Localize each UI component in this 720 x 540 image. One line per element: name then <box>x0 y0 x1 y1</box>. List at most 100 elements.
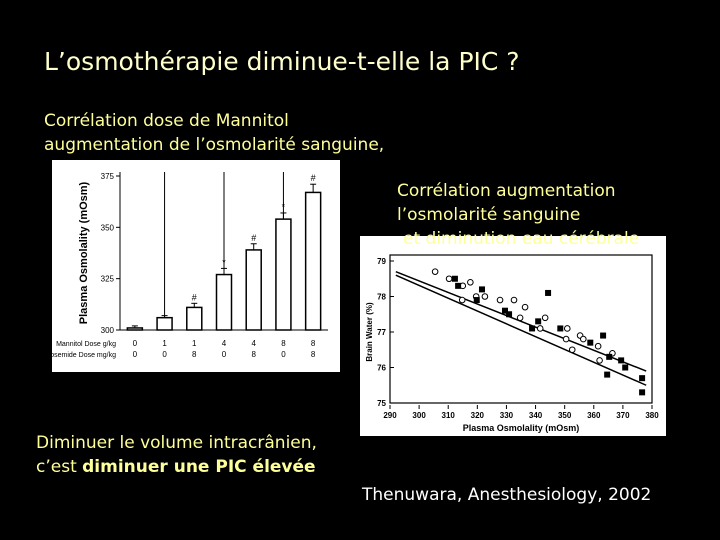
point <box>606 353 613 360</box>
category-row-label: Furosemide Dose mg/kg <box>40 352 116 359</box>
caption-line: Corrélation augmentation <box>397 181 616 201</box>
point <box>481 293 489 300</box>
point <box>622 364 629 371</box>
point <box>478 286 485 293</box>
bar <box>245 249 262 331</box>
point <box>451 275 458 282</box>
bar <box>304 191 322 331</box>
plot-frame <box>389 254 653 404</box>
bar-chart: 300 325 350 375 Plasma Osmolality (mOsm) 0 0 1 0… <box>40 172 328 359</box>
point <box>501 307 508 314</box>
bar <box>215 273 233 331</box>
y-tick-label: 375 <box>101 172 115 181</box>
point <box>568 346 576 354</box>
category-label: 0 <box>162 350 167 359</box>
point <box>594 342 602 350</box>
scatter-chart-panel <box>360 236 666 436</box>
category-label: 8 <box>281 339 286 348</box>
annotation: # <box>251 233 256 243</box>
point <box>455 282 462 289</box>
category-label: 8 <box>251 350 256 359</box>
caption-line: et diminution eau cérébrale <box>403 229 639 249</box>
category-label: 4 <box>251 339 256 348</box>
point <box>445 275 453 283</box>
category-label: 0 <box>133 350 138 359</box>
y-tick-label: 76 <box>377 364 386 373</box>
point <box>562 335 570 343</box>
point <box>600 332 607 339</box>
point <box>639 389 646 396</box>
point <box>563 325 571 332</box>
category-label: 0 <box>281 350 286 359</box>
category-row-label: Mannitol Dose g/kg <box>56 341 116 348</box>
category-label: 0 <box>222 350 227 359</box>
category-label: 0 <box>133 339 138 348</box>
x-tick-label: 360 <box>587 411 601 420</box>
point <box>431 268 439 275</box>
point <box>510 296 518 304</box>
x-tick-label: 340 <box>529 411 543 420</box>
bar <box>156 316 173 331</box>
point <box>557 325 564 332</box>
x-tick-label: 290 <box>383 411 397 420</box>
conclusion-line: Diminuer le volume intracrânien, <box>36 433 317 453</box>
point <box>618 357 625 364</box>
category-label: 8 <box>311 339 316 348</box>
y-tick-label: 79 <box>377 257 386 266</box>
bar <box>186 306 203 331</box>
bar <box>275 218 292 331</box>
point <box>458 296 466 304</box>
point <box>604 371 611 378</box>
annotation: # <box>311 173 316 183</box>
caption-line: l’osmolarité sanguine <box>397 205 580 225</box>
point <box>506 311 513 318</box>
point <box>467 279 474 286</box>
point <box>516 314 524 322</box>
bar-chart-panel <box>52 160 340 372</box>
scatter-chart: 290 300 310 320 330 340 350 360 370 380 75 76 77 78 79… <box>365 254 659 433</box>
point <box>579 335 587 343</box>
point <box>587 339 594 346</box>
point <box>496 296 504 304</box>
caption-line: Corrélation dose de Mannitol <box>44 111 289 131</box>
annotation: # <box>192 292 197 302</box>
point <box>596 357 603 364</box>
point <box>521 303 529 311</box>
x-tick-label: 300 <box>412 411 426 420</box>
y-tick-label: 325 <box>101 275 115 284</box>
point <box>536 325 544 332</box>
category-label: 8 <box>311 350 316 359</box>
y-tick-label: 300 <box>101 326 115 335</box>
category-label: 8 <box>192 350 197 359</box>
fit-line <box>395 274 647 386</box>
x-tick-label: 380 <box>645 411 659 420</box>
citation: Thenuwara, Anesthesiology, 2002 <box>361 485 651 505</box>
x-tick-label: 320 <box>471 411 485 420</box>
annotation: * <box>222 257 226 267</box>
y-axis-label: Brain Water (%) <box>365 302 374 362</box>
y-tick-label: 77 <box>377 328 386 337</box>
category-label: 4 <box>222 339 227 348</box>
y-tick-label: 350 <box>101 223 115 232</box>
fit-line <box>395 270 647 372</box>
point <box>535 318 542 325</box>
x-tick-label: 370 <box>616 411 630 420</box>
x-tick-label: 310 <box>442 411 456 420</box>
y-tick-label: 78 <box>377 293 386 302</box>
y-axis-label: Plasma Osmolality (mOsm) <box>78 181 90 324</box>
slide-title: L’osmothérapie diminue-t-elle la PIC ? <box>44 47 520 76</box>
caption-line: augmentation de l’osmolarité sanguine, <box>44 135 384 155</box>
x-tick-label: 330 <box>500 411 514 420</box>
y-tick-label: 75 <box>377 399 386 408</box>
point <box>545 289 552 296</box>
bar <box>126 327 144 331</box>
x-axis-label: Plasma Osmolality (mOsm) <box>463 423 580 433</box>
x-tick-label: 350 <box>558 411 572 420</box>
point <box>473 297 480 304</box>
point <box>541 314 549 322</box>
category-label: 1 <box>162 339 167 348</box>
category-label: 1 <box>192 339 197 348</box>
point <box>639 375 646 382</box>
